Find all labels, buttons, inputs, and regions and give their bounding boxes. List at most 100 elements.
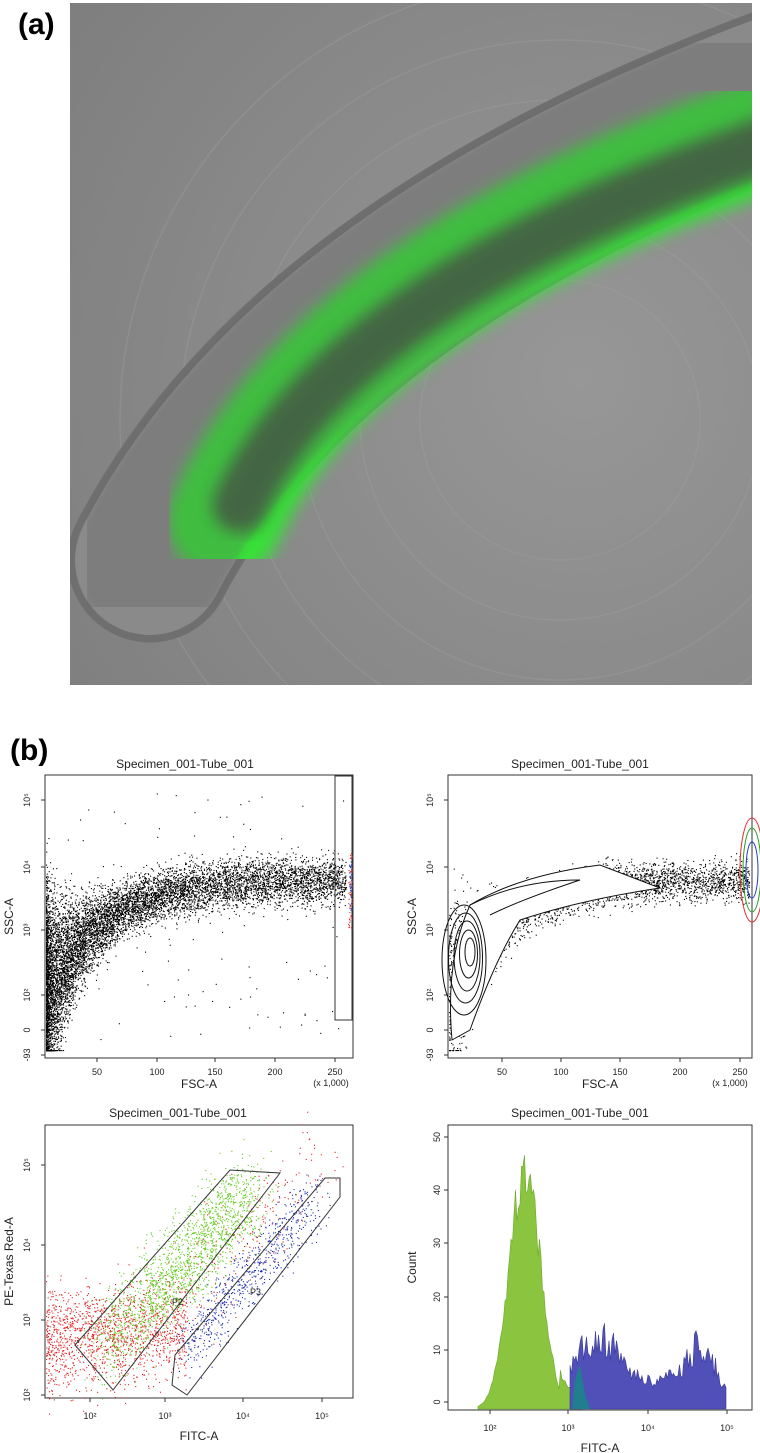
dot xyxy=(331,901,333,903)
dot xyxy=(297,897,299,899)
dot xyxy=(88,924,90,926)
dot xyxy=(71,952,73,954)
dot xyxy=(315,866,317,868)
dot xyxy=(183,893,185,895)
dot xyxy=(287,884,289,886)
dot xyxy=(58,945,60,947)
dot xyxy=(342,891,344,893)
dot xyxy=(131,914,133,916)
dot xyxy=(78,965,80,967)
dot xyxy=(54,897,56,899)
dot xyxy=(142,902,144,904)
dot xyxy=(192,885,194,887)
x-tick-label: 250 xyxy=(327,1067,342,1077)
dot xyxy=(63,955,65,957)
dot xyxy=(59,894,61,896)
dot xyxy=(273,858,275,860)
dot xyxy=(283,875,285,877)
dot xyxy=(226,892,228,894)
dot xyxy=(321,849,323,851)
dot xyxy=(201,884,203,886)
dot xyxy=(178,899,180,901)
dot xyxy=(268,875,270,877)
dot xyxy=(328,867,330,869)
dot xyxy=(301,893,303,895)
dot xyxy=(83,946,85,948)
dot xyxy=(256,894,258,896)
dot xyxy=(236,872,238,874)
dot xyxy=(48,931,50,933)
dot xyxy=(233,888,235,890)
dot xyxy=(321,882,323,884)
dot xyxy=(48,964,50,966)
dot xyxy=(177,894,179,896)
dot xyxy=(305,873,307,875)
dot xyxy=(67,992,69,994)
dot xyxy=(47,922,49,924)
dot xyxy=(166,899,168,901)
dot xyxy=(163,901,165,903)
dot xyxy=(249,898,251,900)
dot xyxy=(89,958,91,960)
dot xyxy=(53,1003,55,1005)
dot xyxy=(203,873,205,875)
dot xyxy=(276,871,278,873)
dot xyxy=(157,897,159,899)
dot xyxy=(212,903,214,905)
dot xyxy=(47,982,49,984)
dot xyxy=(105,933,107,935)
dot xyxy=(288,876,290,878)
dot xyxy=(131,922,133,924)
dot xyxy=(341,866,343,868)
dot xyxy=(197,906,199,908)
dot xyxy=(287,880,289,882)
dot xyxy=(297,899,299,901)
dot xyxy=(54,907,56,909)
dot xyxy=(107,911,109,913)
dot xyxy=(157,878,159,880)
dot xyxy=(77,927,79,929)
dot xyxy=(68,982,70,984)
dot xyxy=(213,887,215,889)
dot xyxy=(248,912,250,914)
dot xyxy=(75,944,77,946)
dot xyxy=(61,941,63,943)
dot xyxy=(62,931,64,933)
dot xyxy=(303,871,305,873)
dot xyxy=(54,1023,56,1025)
dot xyxy=(173,872,175,874)
dot xyxy=(86,945,88,947)
dot xyxy=(49,989,51,991)
dot xyxy=(310,879,312,881)
dot xyxy=(125,911,127,913)
dot xyxy=(119,888,121,890)
dot xyxy=(297,894,299,896)
dot xyxy=(119,916,121,918)
dot xyxy=(282,876,284,878)
dot xyxy=(276,886,278,888)
dot xyxy=(209,877,211,879)
dot xyxy=(58,1021,60,1023)
dot xyxy=(189,899,191,901)
dot xyxy=(291,897,293,899)
dot xyxy=(87,912,89,914)
dot xyxy=(181,888,183,890)
dot xyxy=(63,968,65,970)
dot xyxy=(82,910,84,912)
dot xyxy=(179,902,181,904)
dot xyxy=(136,913,138,915)
dot xyxy=(181,898,183,900)
dot xyxy=(289,869,291,871)
dot xyxy=(301,886,303,888)
dot xyxy=(51,935,53,937)
dot xyxy=(115,891,117,893)
dot xyxy=(65,902,67,904)
dot xyxy=(182,885,184,887)
dot xyxy=(93,951,95,953)
dot xyxy=(150,936,152,938)
dot xyxy=(103,894,105,896)
dot xyxy=(245,878,247,880)
dot xyxy=(229,896,231,898)
dot xyxy=(140,906,142,908)
dot xyxy=(183,917,185,919)
